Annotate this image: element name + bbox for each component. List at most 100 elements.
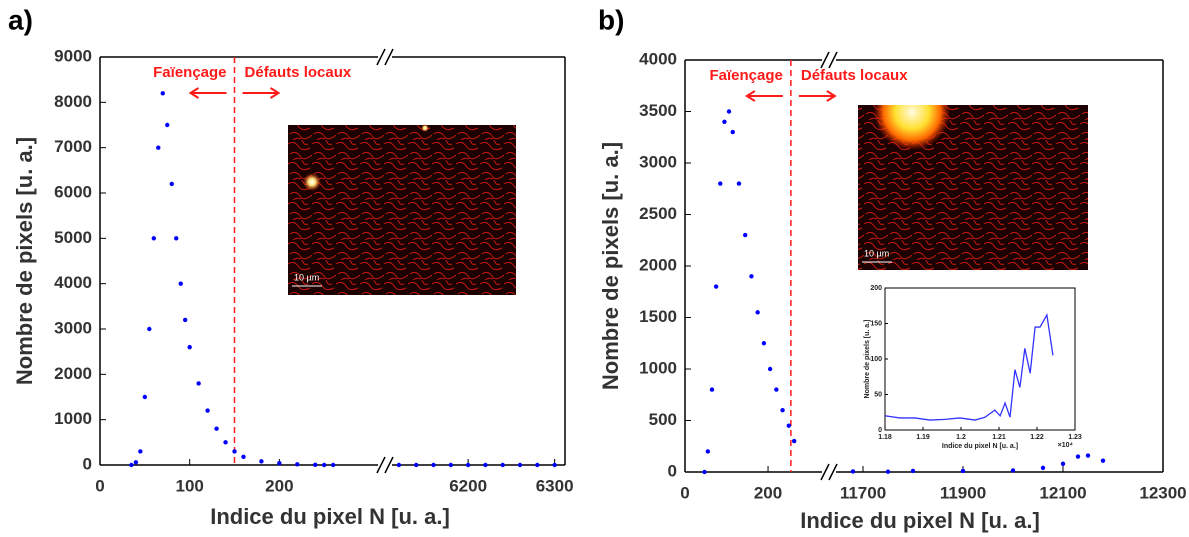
x-axis-title: Indice du pixel N [u. a.]: [210, 504, 450, 529]
y-tick-label: 7000: [54, 137, 92, 156]
axis-break: [828, 51, 838, 69]
point: [722, 119, 727, 125]
point: [182, 317, 188, 323]
line: [884, 313, 1054, 421]
point: [726, 109, 732, 114]
y-tick-label: 1000: [54, 409, 92, 428]
axis-break: [384, 48, 394, 66]
y-tick-label: 0: [878, 427, 882, 434]
point: [187, 344, 192, 350]
scale-label: 10 µm: [294, 272, 319, 282]
point: [277, 460, 282, 466]
point: [465, 462, 471, 468]
point: [223, 440, 228, 445]
y-tick-label: 0: [668, 461, 677, 480]
panel-label: a): [8, 4, 33, 35]
y-tick-label: 5000: [54, 228, 92, 247]
point: [910, 468, 916, 474]
y-tick-label: 0: [83, 454, 92, 473]
x-tick-label: 0: [95, 476, 104, 495]
point: [205, 408, 210, 413]
point: [483, 462, 488, 468]
y-tick-label: 200: [870, 285, 882, 292]
point: [742, 232, 748, 238]
point: [151, 236, 157, 241]
axis-break: [828, 463, 838, 481]
point: [1060, 461, 1066, 466]
x-tick-label: 1.23: [1068, 434, 1082, 441]
axis-break: [376, 48, 386, 66]
axis-break: [384, 456, 394, 474]
axis-break: [376, 456, 386, 474]
point: [1100, 458, 1106, 463]
point: [138, 449, 143, 454]
point: [755, 310, 760, 315]
point: [730, 129, 735, 135]
point: [791, 438, 797, 444]
x-tick-label: 200: [754, 483, 782, 502]
point: [749, 274, 754, 279]
point: [718, 181, 723, 186]
x-tick-label: 200: [265, 476, 293, 495]
point: [214, 426, 219, 431]
inset-chart-frame: [884, 287, 1076, 431]
y-tick-label: 3000: [639, 152, 677, 171]
point: [774, 387, 779, 392]
arrow-head: [826, 90, 837, 102]
point: [156, 145, 161, 150]
x-tick-label: 100: [175, 476, 203, 495]
point: [713, 284, 719, 289]
point: [169, 181, 174, 187]
x-multiplier: ×10⁴: [1058, 442, 1074, 449]
y-tick-label: 2500: [639, 204, 677, 223]
y-tick-label: 100: [870, 356, 882, 363]
point: [259, 459, 264, 464]
point: [174, 236, 179, 241]
point: [1040, 465, 1046, 471]
y-axis-title: Nombre de pixels [u. a.]: [864, 320, 871, 399]
point: [850, 469, 856, 474]
point: [196, 381, 201, 386]
x-axis-title: Indice du pixel N [u. a.]: [942, 443, 1018, 450]
y-axis-title: Nombre de pixels [u. a.]: [598, 142, 623, 390]
annotation: Défauts locaux: [801, 67, 908, 84]
arrow-head: [744, 90, 756, 102]
point: [165, 122, 170, 128]
point: [736, 181, 742, 186]
point: [232, 449, 237, 454]
x-tick-label: 1.18: [878, 434, 892, 441]
point: [535, 462, 540, 468]
point: [517, 462, 523, 468]
point: [160, 91, 165, 96]
point: [313, 462, 318, 467]
point: [241, 454, 246, 460]
y-tick-label: 9000: [54, 46, 92, 65]
point: [133, 460, 139, 465]
y-tick-label: 50: [874, 391, 882, 398]
y-tick-label: 8000: [54, 92, 92, 111]
point: [960, 468, 966, 474]
point: [396, 462, 402, 468]
annotation: Défauts locaux: [245, 64, 352, 81]
y-tick-label: 500: [649, 410, 677, 429]
x-tick-label: 6200: [449, 476, 487, 495]
x-tick-label: 6300: [536, 476, 574, 495]
point: [552, 462, 557, 468]
inset-chart: 0 50 100 150 200 1.18 1.19 1.2 1.21 1.22 1.23×10⁴ I…: [864, 285, 1082, 450]
x-tick-label: 12100: [1039, 483, 1086, 502]
y-tick-label: 4000: [639, 49, 677, 68]
point: [786, 423, 791, 428]
y-axis-title: Nombre de pixels [u. a.]: [12, 137, 37, 385]
point: [147, 326, 152, 332]
inset-image-a: 10 µm: [288, 124, 516, 295]
point: [431, 462, 436, 468]
point: [178, 281, 183, 286]
point: [142, 394, 148, 400]
y-tick-label: 1500: [639, 307, 677, 326]
point: [321, 462, 327, 468]
x-tick-label: 1.22: [1030, 434, 1044, 441]
annotation: Faïençage: [709, 67, 782, 84]
point: [1075, 454, 1081, 459]
y-tick-label: 6000: [54, 182, 92, 201]
